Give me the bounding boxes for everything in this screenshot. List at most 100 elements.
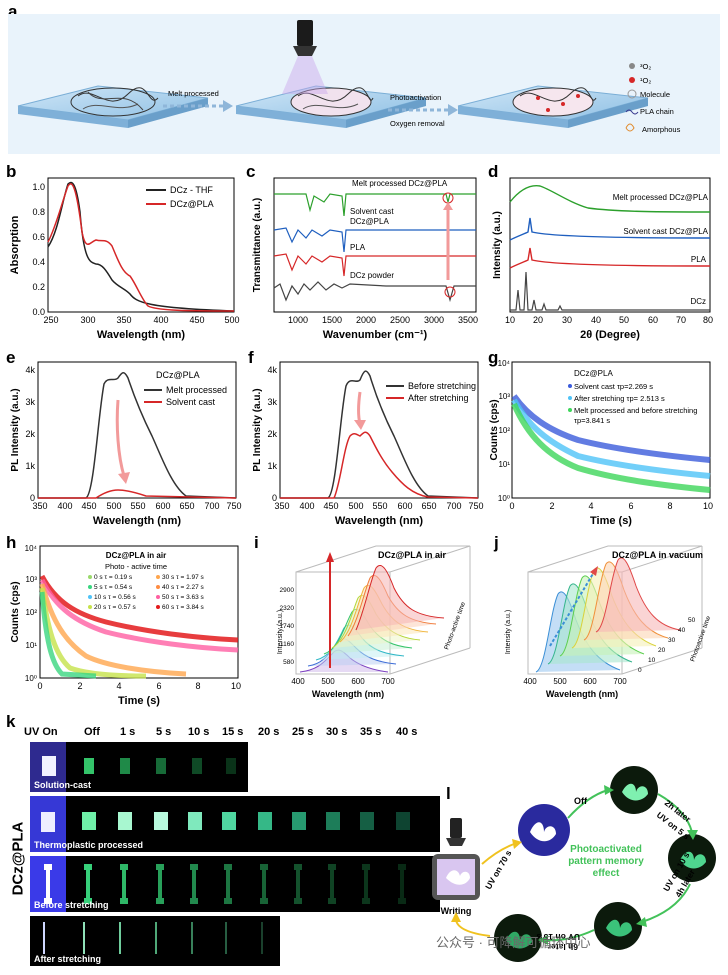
e-ylabel: PL Intensity (a.u.) — [10, 388, 21, 471]
panel-f-pl-chart: 350 400 450 500 550 600 650 700 750 0 1k… — [252, 361, 484, 527]
f-curve-before — [280, 370, 479, 499]
e-xtick-450: 450 — [81, 501, 96, 511]
g-legend-2: After stretching τp= 2.513 s — [574, 394, 665, 403]
g-xtick-10: 10 — [703, 501, 713, 511]
g-ytick-3: 10³ — [498, 392, 510, 401]
c-xtick-2000: 2000 — [356, 315, 376, 325]
e-xtick-650: 650 — [179, 501, 194, 511]
g-xtick-0: 0 — [509, 501, 514, 511]
k-row-before: Before stretching — [34, 900, 109, 910]
k-h-40s: 40 s — [396, 726, 418, 738]
c-xlabel: Wavenumber (cm⁻¹) — [323, 329, 428, 341]
l-step-uv70: UV on 70 s — [483, 848, 514, 891]
c-label-dcz: DCz powder — [350, 271, 394, 280]
e-xtick-350: 350 — [32, 501, 47, 511]
i-xlabel: Wavelength (nm) — [312, 689, 384, 699]
j-ylabel: Intensity (a.u.) — [505, 610, 512, 654]
panel-j-3d-chart: DCz@PLA in vacuum 400 500 600 700 Wavele… — [505, 545, 712, 699]
h-ytick-4: 10⁴ — [25, 544, 38, 553]
d-label-pla: PLA — [691, 255, 707, 264]
h-subtitle: Photo - active time — [105, 562, 167, 571]
k-h-35s: 35 s — [360, 726, 382, 738]
b-ytick-2: 0.4 — [32, 257, 45, 267]
k-h-1s: 1 s — [120, 726, 136, 738]
c-label-pla: PLA — [350, 243, 366, 252]
f-xtick-700: 700 — [446, 501, 461, 511]
d-xlabel: 2θ (Degree) — [580, 329, 640, 341]
h-curve-40s — [39, 583, 187, 677]
f-ytick-0: 0 — [272, 493, 277, 503]
b-ytick-1: 0.2 — [32, 282, 45, 292]
i-ytick-1740: 1740 — [280, 623, 295, 630]
i-title: DCz@PLA in air — [378, 550, 446, 560]
d-xtick-20: 20 — [533, 315, 543, 325]
g-xlabel: Time (s) — [590, 515, 632, 527]
h-xtick-6: 6 — [156, 681, 161, 691]
e-ytick-4k: 4k — [25, 365, 35, 375]
c-label-dczpla: DCz@PLA — [350, 217, 389, 226]
k-row-solution: Solution-cast — [34, 780, 91, 790]
panel-a-step2b: Oxygen removal — [390, 119, 445, 128]
b-ytick-4: 0.8 — [32, 207, 45, 217]
k-h-15s: 15 s — [222, 726, 244, 738]
i-ylabel: Intensity (a.u.) — [277, 610, 284, 654]
panel-c-ftir-chart: 1000 1500 2000 2500 3000 3500 Wavenumber… — [252, 177, 478, 341]
k-h-25s: 25 s — [292, 726, 314, 738]
panel-a-schematic: Melt processed Photoactivation Oxygen re… — [17, 20, 681, 134]
l-center-3: effect — [593, 868, 620, 879]
l-step-off: Off — [574, 796, 588, 806]
panel-label-d: d — [488, 162, 499, 181]
film-slab-1 — [17, 85, 209, 128]
h-ytick-3: 10³ — [25, 575, 37, 584]
c-xtick-1500: 1500 — [322, 315, 342, 325]
e-xtick-750: 750 — [226, 501, 241, 511]
g-legend-title: DCz@PLA — [574, 369, 613, 378]
panel-label-e: e — [6, 348, 16, 367]
e-xtick-500: 500 — [106, 501, 121, 511]
f-ytick-3k: 3k — [267, 397, 277, 407]
i-xtick-700: 700 — [381, 677, 395, 686]
panel-label-g: g — [488, 348, 499, 367]
c-xtick-3500: 3500 — [458, 315, 478, 325]
panel-b-axes — [47, 177, 235, 313]
b-xtick-250: 250 — [43, 315, 58, 325]
l-center-2: pattern memory — [568, 856, 644, 867]
h-curve-short — [39, 591, 97, 679]
b-xtick-350: 350 — [116, 315, 131, 325]
d-curve-melt — [509, 185, 711, 213]
d-xtick-80: 80 — [703, 315, 713, 325]
f-legend-after: After stretching — [408, 393, 469, 403]
arrow-1 — [163, 100, 233, 112]
j-xtick-700: 700 — [613, 677, 627, 686]
e-ytick-0: 0 — [30, 493, 35, 503]
panel-d-xrd-chart: 10 20 30 40 50 60 70 80 2θ (Degree) Inte… — [492, 177, 713, 341]
j-ztick-10: 10 — [648, 657, 656, 664]
f-xtick-500: 500 — [348, 501, 363, 511]
h-ytick-1: 10¹ — [25, 641, 37, 650]
legend-molecule: Molecule — [640, 90, 670, 99]
b-legend-thf: DCz - THF — [170, 185, 213, 195]
l-step-uv15: UV on 15 s — [536, 932, 580, 942]
j-xtick-600: 600 — [583, 677, 597, 686]
e-xtick-700: 700 — [204, 501, 219, 511]
i-ytick-580: 580 — [283, 659, 294, 666]
h-legend-2: 10 s τ = 0.56 s — [94, 594, 137, 601]
d-curve-pla — [509, 247, 711, 269]
j-ztick-20: 20 — [658, 647, 666, 654]
j-xtick-400: 400 — [523, 677, 537, 686]
panel-a-step2a: Photoactivation — [390, 93, 441, 102]
panel-a-legend: ³O₂ ¹O₂ Molecule PLA chain Amorphous — [625, 62, 681, 134]
k-h-off: Off — [84, 726, 100, 738]
j-ztick-40: 40 — [678, 627, 686, 634]
h-legend-6: 50 s τ = 3.63 s — [162, 594, 205, 601]
panel-a-background — [8, 14, 720, 154]
j-ztick-0: 0 — [638, 667, 642, 674]
g-xtick-8: 8 — [667, 501, 672, 511]
panel-label-f: f — [248, 348, 254, 367]
j-title: DCz@PLA in vacuum — [612, 550, 703, 560]
b-xtick-400: 400 — [153, 315, 168, 325]
h-legend-0: 0 s τ = 0.19 s — [94, 574, 133, 581]
j-xtick-500: 500 — [553, 677, 567, 686]
h-legend-1: 5 s τ = 0.54 s — [94, 584, 133, 591]
c-xtick-3000: 3000 — [424, 315, 444, 325]
